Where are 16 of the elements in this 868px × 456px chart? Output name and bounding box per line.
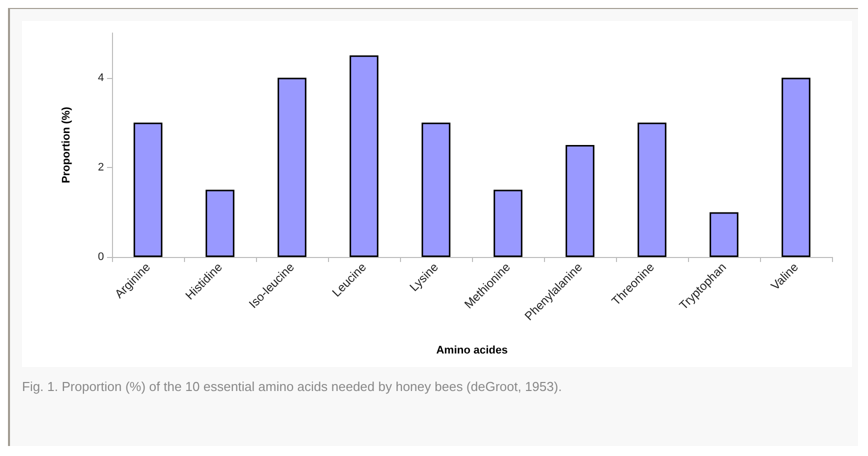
caption: Fig. 1. Proportion (%) of the 10 essential amino acids needed by honey bees (deGroot, 1953). [22,379,563,394]
bar [422,122,450,257]
y-tick-label: 0 [98,251,104,263]
bar [566,145,594,257]
y-tick-label: 4 [98,72,104,84]
bar [206,190,234,257]
bar [350,55,378,257]
bar [782,78,810,257]
bar [710,212,738,257]
y-axis-title: Proportion (%) [60,106,72,184]
y-tick-label: 2 [98,161,104,174]
bar [638,122,666,257]
bar [494,190,522,257]
bar [134,122,162,257]
x-axis-title: Amino acides [436,344,508,356]
bar [278,78,306,257]
